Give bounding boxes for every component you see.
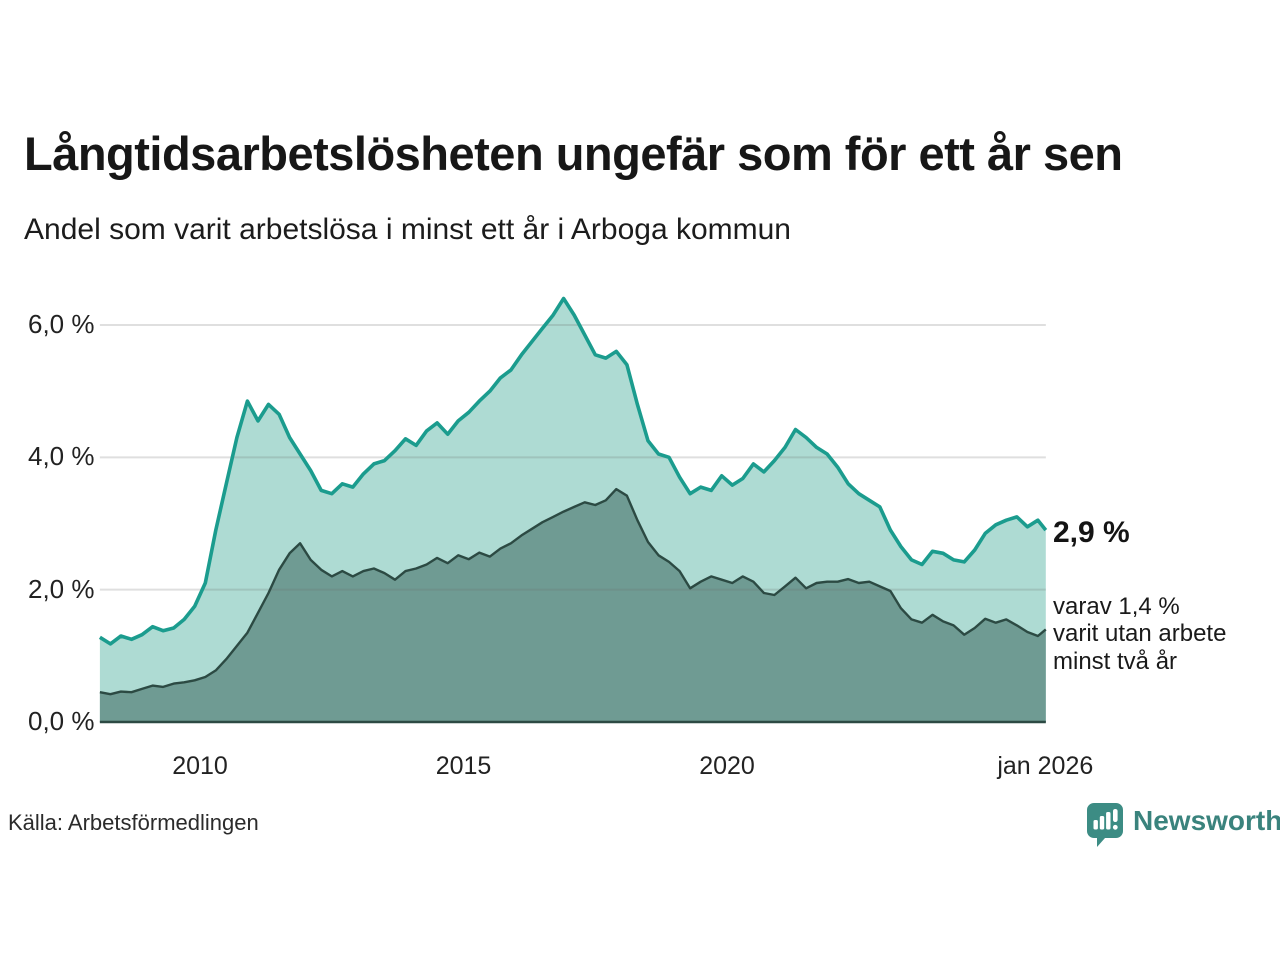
x-tick-label: 2015 — [435, 752, 492, 780]
page-subtitle: Andel som varit arbetslösa i minst ett å… — [24, 213, 791, 246]
end-note-label: varav 1,4 % varit utan arbete minst två … — [1053, 593, 1227, 675]
x-tick-label: 2020 — [699, 752, 755, 780]
line-unemployed-two-years — [99, 487, 1047, 696]
source-note: Källa: Arbetsförmedlingen — [8, 810, 259, 835]
y-tick-label: 6,0 % — [28, 308, 95, 339]
newsworthy-logo-icon — [1087, 803, 1123, 847]
newsworthy-brand: Newsworthy — [1086, 802, 1280, 850]
end-value-label: 2,9 % — [1053, 516, 1130, 549]
x-tick-label: jan 2026 — [997, 752, 1094, 780]
line-total-unemployed-one-year — [98, 296, 1048, 646]
y-tick-label: 4,0 % — [28, 441, 95, 472]
area-unemployed-two-years — [99, 489, 1046, 722]
x-tick-label: 2010 — [172, 752, 228, 780]
newsworthy-wordmark: Newsworthy — [1133, 805, 1280, 836]
y-tick-label: 0,0 % — [28, 706, 95, 736]
page-title: Långtidsarbetslösheten ungefär som för e… — [24, 127, 1123, 180]
y-tick-label: 2,0 % — [28, 573, 95, 604]
